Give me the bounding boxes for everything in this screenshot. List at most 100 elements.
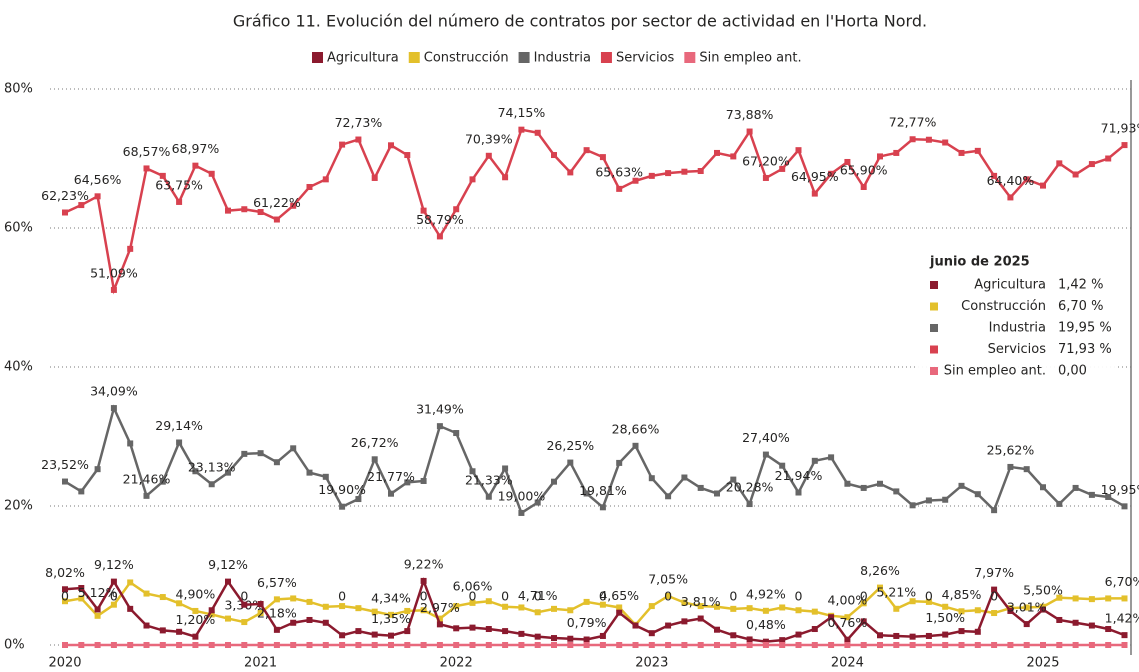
- legend-label: Construcción: [424, 51, 509, 66]
- data-label: 0,76%: [828, 615, 868, 630]
- point: [339, 141, 346, 148]
- point: [828, 170, 835, 177]
- point: [811, 608, 818, 615]
- point: [322, 619, 329, 626]
- legend-swatch: [684, 52, 696, 63]
- y-tick-label: 60%: [4, 221, 33, 236]
- point: [94, 606, 101, 613]
- tooltip-name: Sin empleo ant.: [944, 364, 1046, 379]
- data-label: 7,97%: [974, 565, 1014, 580]
- point: [1088, 642, 1095, 648]
- point: [78, 642, 85, 648]
- point: [974, 491, 981, 498]
- point: [420, 207, 427, 214]
- point: [714, 603, 720, 610]
- data-label: 27,40%: [742, 430, 790, 445]
- point: [1023, 466, 1030, 473]
- tooltip-swatch: [930, 367, 938, 375]
- point: [290, 619, 297, 626]
- data-label: 0: [501, 589, 509, 604]
- point: [502, 603, 509, 610]
- point: [241, 450, 248, 457]
- point: [925, 598, 932, 605]
- point: [78, 585, 85, 592]
- point: [828, 642, 835, 648]
- point: [436, 233, 443, 240]
- point: [290, 595, 297, 602]
- point: [355, 628, 362, 635]
- data-label: 6,70%: [1105, 574, 1139, 589]
- data-label: 4,00%: [828, 593, 868, 608]
- point: [1121, 503, 1128, 510]
- point: [273, 626, 280, 633]
- data-label: 0: [599, 589, 607, 604]
- point: [877, 632, 883, 639]
- point: [290, 202, 297, 209]
- point: [518, 126, 525, 133]
- tooltip-swatch: [930, 324, 938, 332]
- tooltip-name: Agricultura: [974, 278, 1046, 293]
- data-label: 2,18%: [257, 605, 297, 620]
- point: [208, 642, 215, 648]
- point: [192, 607, 199, 614]
- data-label: 58,79%: [416, 212, 464, 227]
- point: [436, 642, 443, 648]
- point: [453, 642, 460, 648]
- point: [893, 488, 900, 495]
- y-tick-label: 0%: [4, 638, 25, 653]
- point: [355, 136, 362, 143]
- data-label: 0: [860, 589, 868, 604]
- point: [388, 142, 394, 149]
- data-label: 3,01%: [1007, 600, 1047, 615]
- point: [436, 423, 443, 430]
- data-label: 21,46%: [123, 471, 171, 486]
- point: [958, 149, 965, 156]
- data-label: 19,95%: [1101, 482, 1139, 497]
- data-label: 63,75%: [155, 177, 203, 192]
- tooltip: junio de 2025 Agricultura 1,42 % Construcci…: [918, 246, 1118, 384]
- point: [746, 501, 753, 508]
- point: [143, 165, 150, 172]
- point: [567, 169, 574, 176]
- point: [453, 430, 460, 437]
- data-label: 3,81%: [681, 594, 721, 609]
- data-label: 64,95%: [791, 169, 839, 184]
- x-tick-label: 2023: [635, 656, 668, 671]
- point: [681, 474, 688, 481]
- data-label: 72,73%: [335, 115, 383, 130]
- point: [518, 642, 525, 648]
- point: [795, 642, 802, 648]
- point: [94, 466, 101, 473]
- point: [746, 642, 753, 648]
- data-label: 4,85%: [942, 587, 982, 602]
- point: [1105, 155, 1112, 162]
- point: [192, 642, 199, 648]
- point: [648, 630, 655, 637]
- point: [730, 642, 737, 648]
- point: [844, 158, 851, 165]
- point: [811, 190, 818, 197]
- tooltip-value: 1,42 %: [1058, 278, 1103, 293]
- tooltip-value: 71,93 %: [1058, 342, 1112, 357]
- point: [567, 459, 574, 466]
- data-label: 67,20%: [742, 153, 790, 168]
- point: [697, 642, 704, 648]
- point: [925, 632, 932, 639]
- point: [322, 642, 329, 648]
- tooltip-name: Construcción: [961, 299, 1046, 314]
- legend-label: Servicios: [616, 51, 675, 66]
- point: [779, 462, 786, 469]
- point: [62, 478, 68, 485]
- point: [1040, 182, 1046, 189]
- point: [176, 600, 183, 607]
- data-label: 23,52%: [41, 457, 89, 472]
- data-label: 0: [729, 589, 737, 604]
- point: [534, 129, 541, 136]
- point: [534, 499, 541, 506]
- point: [257, 209, 264, 216]
- data-label: 0: [664, 589, 672, 604]
- data-label: 4,92%: [746, 586, 786, 601]
- point: [730, 153, 737, 160]
- data-label: 4,71%: [518, 588, 558, 603]
- point: [306, 469, 313, 476]
